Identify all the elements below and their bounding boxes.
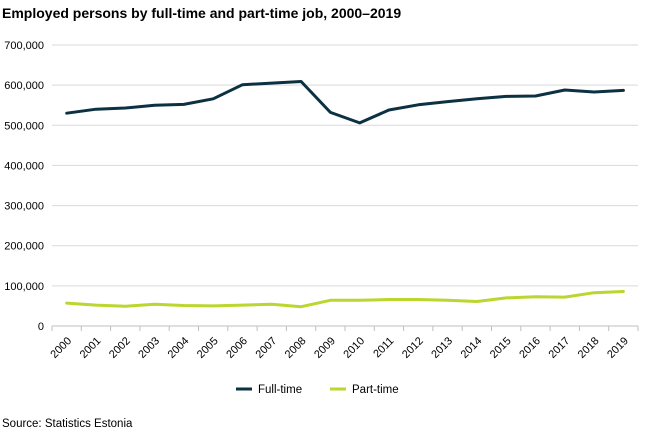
- series-line-part-time: [65, 290, 625, 309]
- x-tick-label: 2011: [371, 335, 396, 360]
- legend-label-full-time: Full-time: [258, 384, 302, 396]
- x-tick-label: 2014: [459, 335, 485, 361]
- plot-area: [65, 80, 625, 309]
- x-tick-label: 2001: [78, 335, 104, 361]
- x-tick-label: 2002: [107, 335, 133, 361]
- legend-label-part-time: Part-time: [352, 384, 399, 396]
- x-tick-label: 2000: [48, 335, 74, 361]
- legend: Full-time Part-time: [236, 384, 399, 396]
- x-tick-label: 2018: [576, 335, 602, 361]
- x-tick-label: 2008: [283, 335, 309, 361]
- y-tick-label: 100,000: [4, 281, 44, 293]
- x-tick-label: 2017: [547, 335, 573, 361]
- x-tick-label: 2005: [195, 335, 221, 361]
- x-tick-label: 2010: [341, 335, 367, 361]
- y-tick-label: 200,000: [4, 241, 44, 253]
- source-note: Source: Statistics Estonia: [2, 418, 133, 430]
- y-tick-label: 300,000: [4, 201, 44, 213]
- y-tick-label: 700,000: [4, 40, 44, 52]
- y-tick-label: 600,000: [4, 80, 44, 92]
- y-tick-label: 500,000: [4, 120, 44, 132]
- grid-lines: [52, 44, 638, 287]
- chart-title: Employed persons by full-time and part-t…: [2, 5, 401, 21]
- x-tick-label: 2004: [166, 335, 192, 361]
- x-tick-label: 2015: [488, 335, 514, 361]
- x-tick-label: 2009: [312, 335, 338, 361]
- x-tick-label: 2007: [254, 335, 280, 361]
- x-tick-label: 2006: [224, 335, 250, 361]
- y-tick-label: 0: [38, 321, 44, 333]
- series-line-full-time: [65, 80, 625, 125]
- x-tick-label: 2019: [605, 335, 631, 361]
- y-axis: 0 100,000 200,000 300,000 400,000 500,000 600,…: [4, 40, 44, 333]
- x-tick-label: 2013: [429, 335, 455, 361]
- y-tick-label: 400,000: [4, 160, 44, 172]
- x-tick-label: 2012: [400, 335, 426, 361]
- x-tick-label: 2016: [517, 335, 543, 361]
- x-tick-label: 2003: [136, 335, 162, 361]
- x-axis: 2000 2001 2002 2003 2004 2005 2006 2007 2008 2009…: [48, 325, 639, 361]
